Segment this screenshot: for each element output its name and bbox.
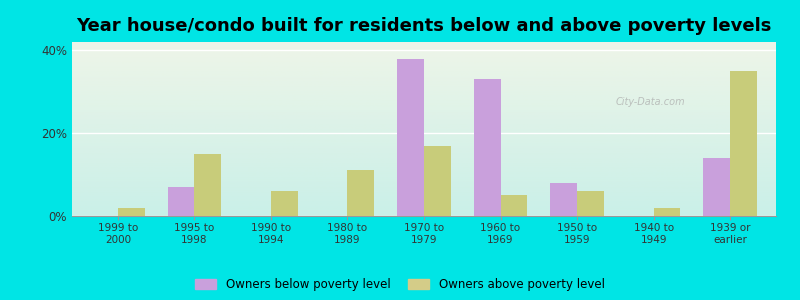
Bar (703, 158, 730, 216)
Bar (168, 187, 194, 216)
Bar (550, 183, 577, 216)
Title: Year house/condo built for residents below and above poverty levels: Year house/condo built for residents bel… (76, 17, 772, 35)
Bar (474, 79, 501, 216)
Bar (424, 146, 450, 216)
Bar (194, 154, 222, 216)
Text: City-Data.com: City-Data.com (616, 97, 686, 107)
Bar (730, 71, 757, 216)
Bar (577, 191, 604, 216)
Bar (347, 170, 374, 216)
Bar (501, 195, 527, 216)
Legend: Owners below poverty level, Owners above poverty level: Owners below poverty level, Owners above… (195, 278, 605, 291)
Bar (271, 191, 298, 216)
Bar (654, 208, 680, 216)
Bar (398, 58, 424, 216)
Bar (118, 208, 145, 216)
